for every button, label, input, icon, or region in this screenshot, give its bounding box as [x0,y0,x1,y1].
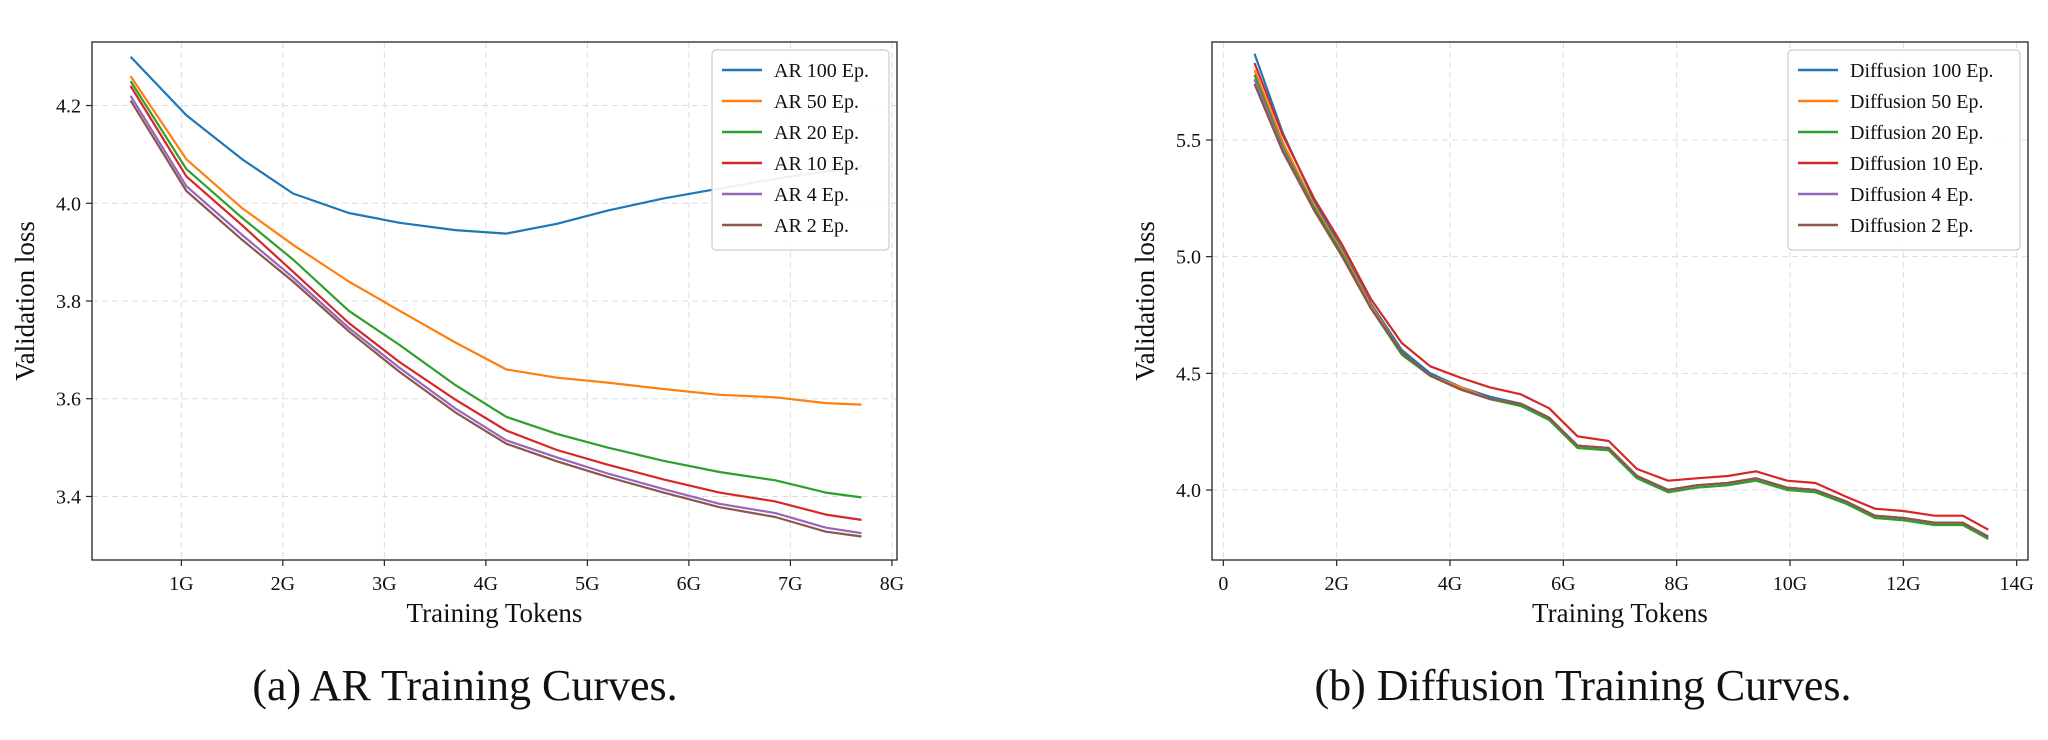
x-tick-label: 2G [1324,573,1348,595]
x-tick-label: 4G [1438,573,1462,595]
legend-label-2: AR 20 Ep. [774,122,859,144]
x-tick-label: 1G [169,573,193,595]
x-tick-label: 2G [271,573,295,595]
x-tick-label: 7G [778,573,802,595]
legend-label-5: AR 2 Ep. [774,215,849,237]
series-line-5 [1253,83,1989,538]
x-tick-label: 5G [575,573,599,595]
y-tick-label: 4.0 [56,193,81,215]
x-tick-label: 6G [1551,573,1575,595]
legend-label-4: Diffusion 4 Ep. [1850,184,1974,206]
series-line-3 [1253,62,1989,531]
x-tick-label: 6G [677,573,701,595]
x-tick-label: 8G [880,573,904,595]
y-tick-label: 4.5 [1176,363,1201,385]
caption-a: (a) AR Training Curves. [252,661,678,710]
legend-label-3: AR 10 Ep. [774,153,859,175]
y-tick-label: 3.8 [56,291,81,313]
legend-label-5: Diffusion 2 Ep. [1850,215,1974,237]
series-line-4 [129,95,862,535]
x-tick-label: 0 [1218,573,1228,595]
y-tick-label: 4.2 [56,96,81,118]
x-tick-label: 12G [1886,573,1920,595]
series-line-2 [129,80,862,499]
x-axis-label: Training Tokens [407,598,583,628]
caption-b: (b) Diffusion Training Curves. [1314,661,1852,710]
x-tick-label: 10G [1773,573,1807,595]
series-line-5 [129,100,862,538]
legend-box [1787,49,2021,251]
x-tick-label: 4G [474,573,498,595]
x-tick-label: 8G [1664,573,1688,595]
y-tick-label: 5.5 [1176,130,1201,152]
y-tick-label: 5.0 [1176,247,1201,269]
legend-label-4: AR 4 Ep. [774,184,849,206]
x-axis-label: Training Tokens [1532,598,1708,628]
y-tick-label: 3.4 [56,486,81,508]
x-tick-label: 3G [372,573,396,595]
legend-label-2: Diffusion 20 Ep. [1850,122,1984,144]
series-line-3 [129,85,862,521]
chart-diffusion: 0 2G 4G 6G 8G 10G 12G 14G 4.0 4.5 5.0 5.5 Training T… [1130,41,2034,628]
y-axis-label: Validation loss [1130,221,1160,381]
legend-label-1: Diffusion 50 Ep. [1850,91,1984,113]
legend-label-3: Diffusion 10 Ep. [1850,153,1984,175]
legend-label-1: AR 50 Ep. [774,91,859,113]
y-axis-label: Validation loss [10,221,40,381]
legend-label-0: Diffusion 100 Ep. [1850,60,1994,82]
y-tick-label: 3.6 [56,389,81,411]
legend-label-0: AR 100 Ep. [774,60,869,82]
series-line-1 [129,75,862,406]
x-tick-label: 14G [1999,573,2033,595]
chart-ar: 1G 2G 3G 4G 5G 6G 7G 8G 3.4 3.6 3.8 4.0 4.2 Training … [10,41,904,628]
plot-frame [1211,41,2029,561]
y-tick-label: 4.0 [1176,480,1201,502]
